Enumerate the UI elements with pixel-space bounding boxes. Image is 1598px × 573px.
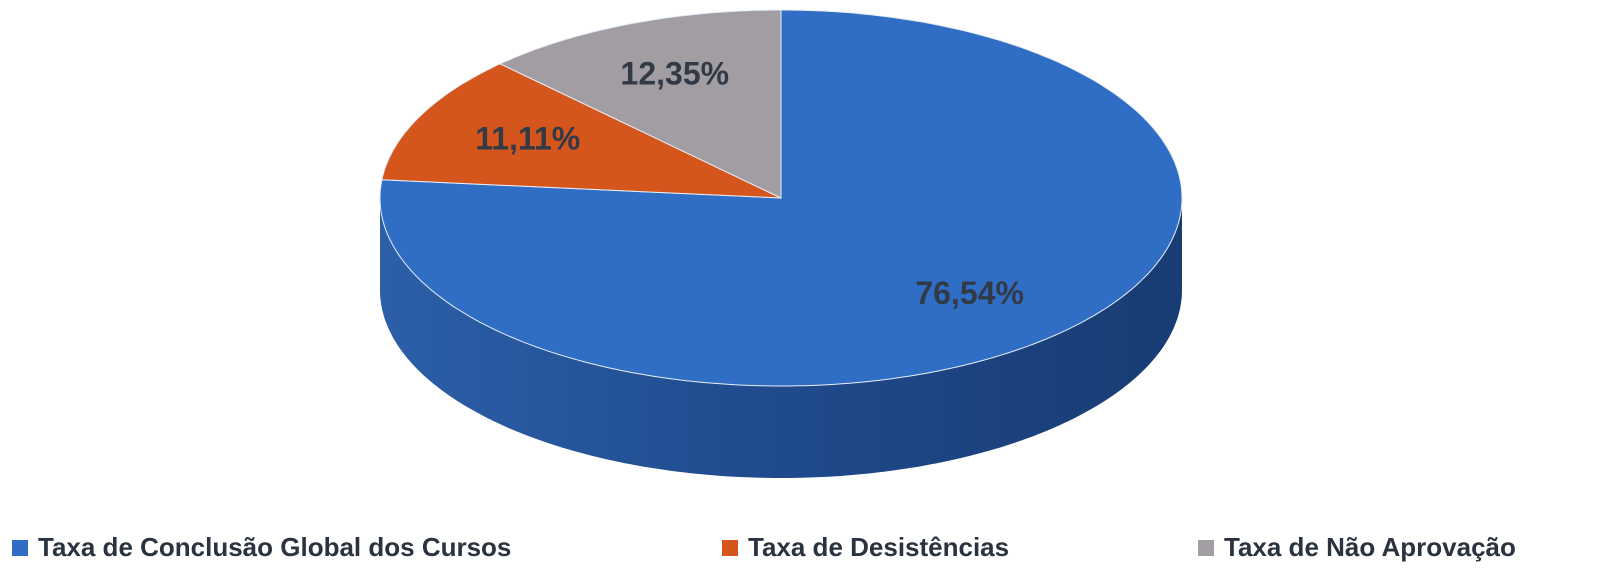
legend-label: Taxa de Conclusão Global dos Cursos [38,532,511,562]
legend-label: Taxa de Não Aprovação [1224,532,1516,562]
value-label: 12,35% [621,56,730,92]
pie-slice [381,63,782,199]
value-label: 76,54% [915,275,1024,311]
pie-slice [498,9,782,199]
legend-swatch [1198,540,1214,556]
legend-label: Taxa de Desistências [748,532,1009,562]
value-label: 11,11% [475,121,580,157]
legend-swatch [722,540,738,556]
legend-swatch [12,540,28,556]
pie-side [380,198,1182,478]
